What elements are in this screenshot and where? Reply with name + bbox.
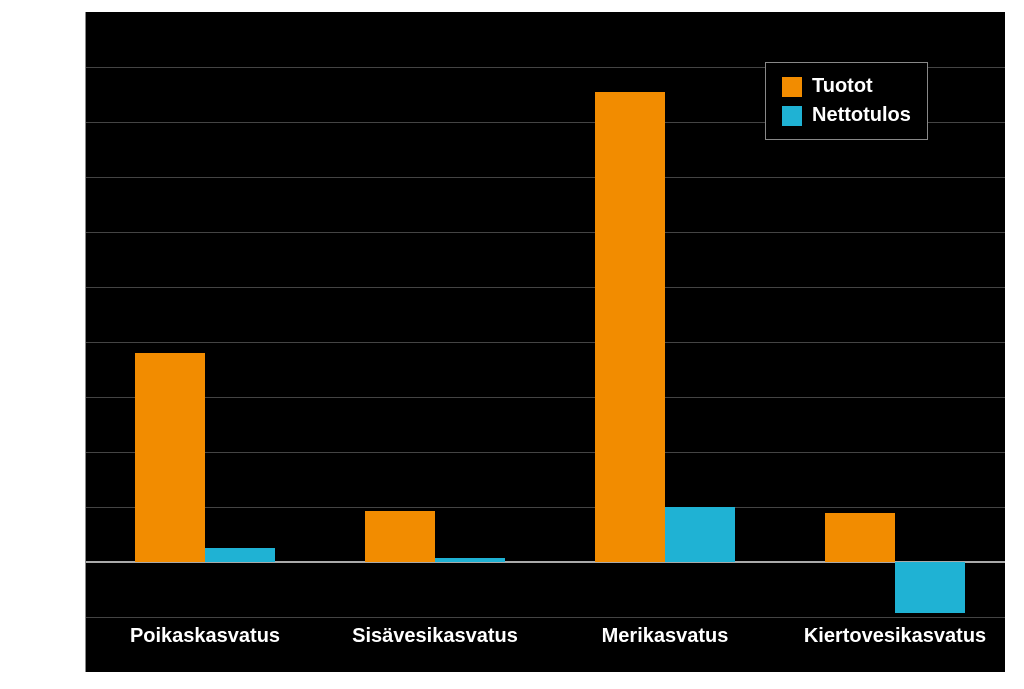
bar	[435, 558, 505, 562]
chart-container: Milj. € -10-505101520253035404550 Poikas…	[0, 0, 1024, 689]
y-tick-label: 50	[30, 0, 75, 23]
y-tick-label: 10	[30, 440, 75, 463]
x-tick-label: Sisävesikasvatus	[325, 625, 545, 648]
axis-line-left	[85, 12, 86, 672]
y-tick-label: 40	[30, 110, 75, 133]
x-tick-label: Merikasvatus	[555, 625, 775, 648]
bar	[595, 92, 665, 562]
y-tick-label: 5	[30, 495, 75, 518]
bar	[135, 353, 205, 562]
gridline	[85, 232, 1005, 233]
gridline	[85, 287, 1005, 288]
gridline	[85, 617, 1005, 618]
bar	[365, 511, 435, 562]
legend: Tuotot Nettotulos	[765, 62, 928, 140]
gridline	[85, 507, 1005, 508]
gridline	[85, 397, 1005, 398]
y-tick-label: 15	[30, 385, 75, 408]
legend-label: Nettotulos	[812, 104, 911, 127]
legend-swatch	[782, 77, 802, 97]
y-tick-label: -10	[30, 660, 75, 683]
gridline	[85, 452, 1005, 453]
y-tick-label: 45	[30, 55, 75, 78]
gridline	[85, 177, 1005, 178]
y-tick-label: 25	[30, 275, 75, 298]
bar	[665, 507, 735, 562]
bar	[205, 548, 275, 562]
bar	[825, 513, 895, 563]
legend-item: Tuotot	[782, 75, 911, 98]
gridline	[85, 342, 1005, 343]
y-tick-label: -5	[30, 605, 75, 628]
y-tick-label: 20	[30, 330, 75, 353]
legend-swatch	[782, 106, 802, 126]
x-tick-label: Kiertovesikasvatus	[785, 625, 1005, 648]
bar	[895, 562, 965, 613]
legend-label: Tuotot	[812, 75, 873, 98]
y-tick-label: 35	[30, 165, 75, 188]
x-tick-label: Poikaskasvatus	[95, 625, 315, 648]
y-tick-label: 0	[30, 550, 75, 573]
y-tick-label: 30	[30, 220, 75, 243]
legend-item: Nettotulos	[782, 104, 911, 127]
